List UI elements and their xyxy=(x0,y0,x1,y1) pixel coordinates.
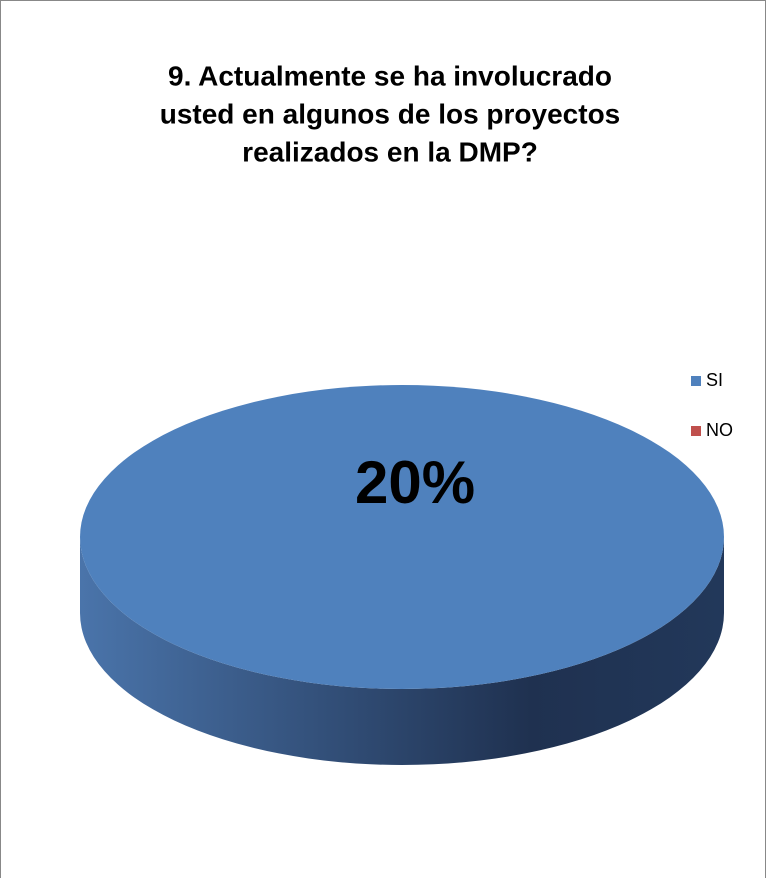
pie-side xyxy=(80,537,724,765)
legend-label: NO xyxy=(706,420,733,440)
data-label: 20% xyxy=(355,449,475,516)
chart-title: 9. Actualmente se ha involucrado usted en… xyxy=(160,60,621,167)
title-line: 9. Actualmente se ha involucrado xyxy=(168,60,612,91)
legend-swatch xyxy=(691,376,701,386)
legend-swatch xyxy=(691,426,701,436)
title-line: realizados en la DMP? xyxy=(242,136,538,167)
title-line: usted en algunos de los proyectos xyxy=(160,98,621,129)
pie-slice xyxy=(80,385,724,689)
legend-label: SI xyxy=(706,370,723,390)
